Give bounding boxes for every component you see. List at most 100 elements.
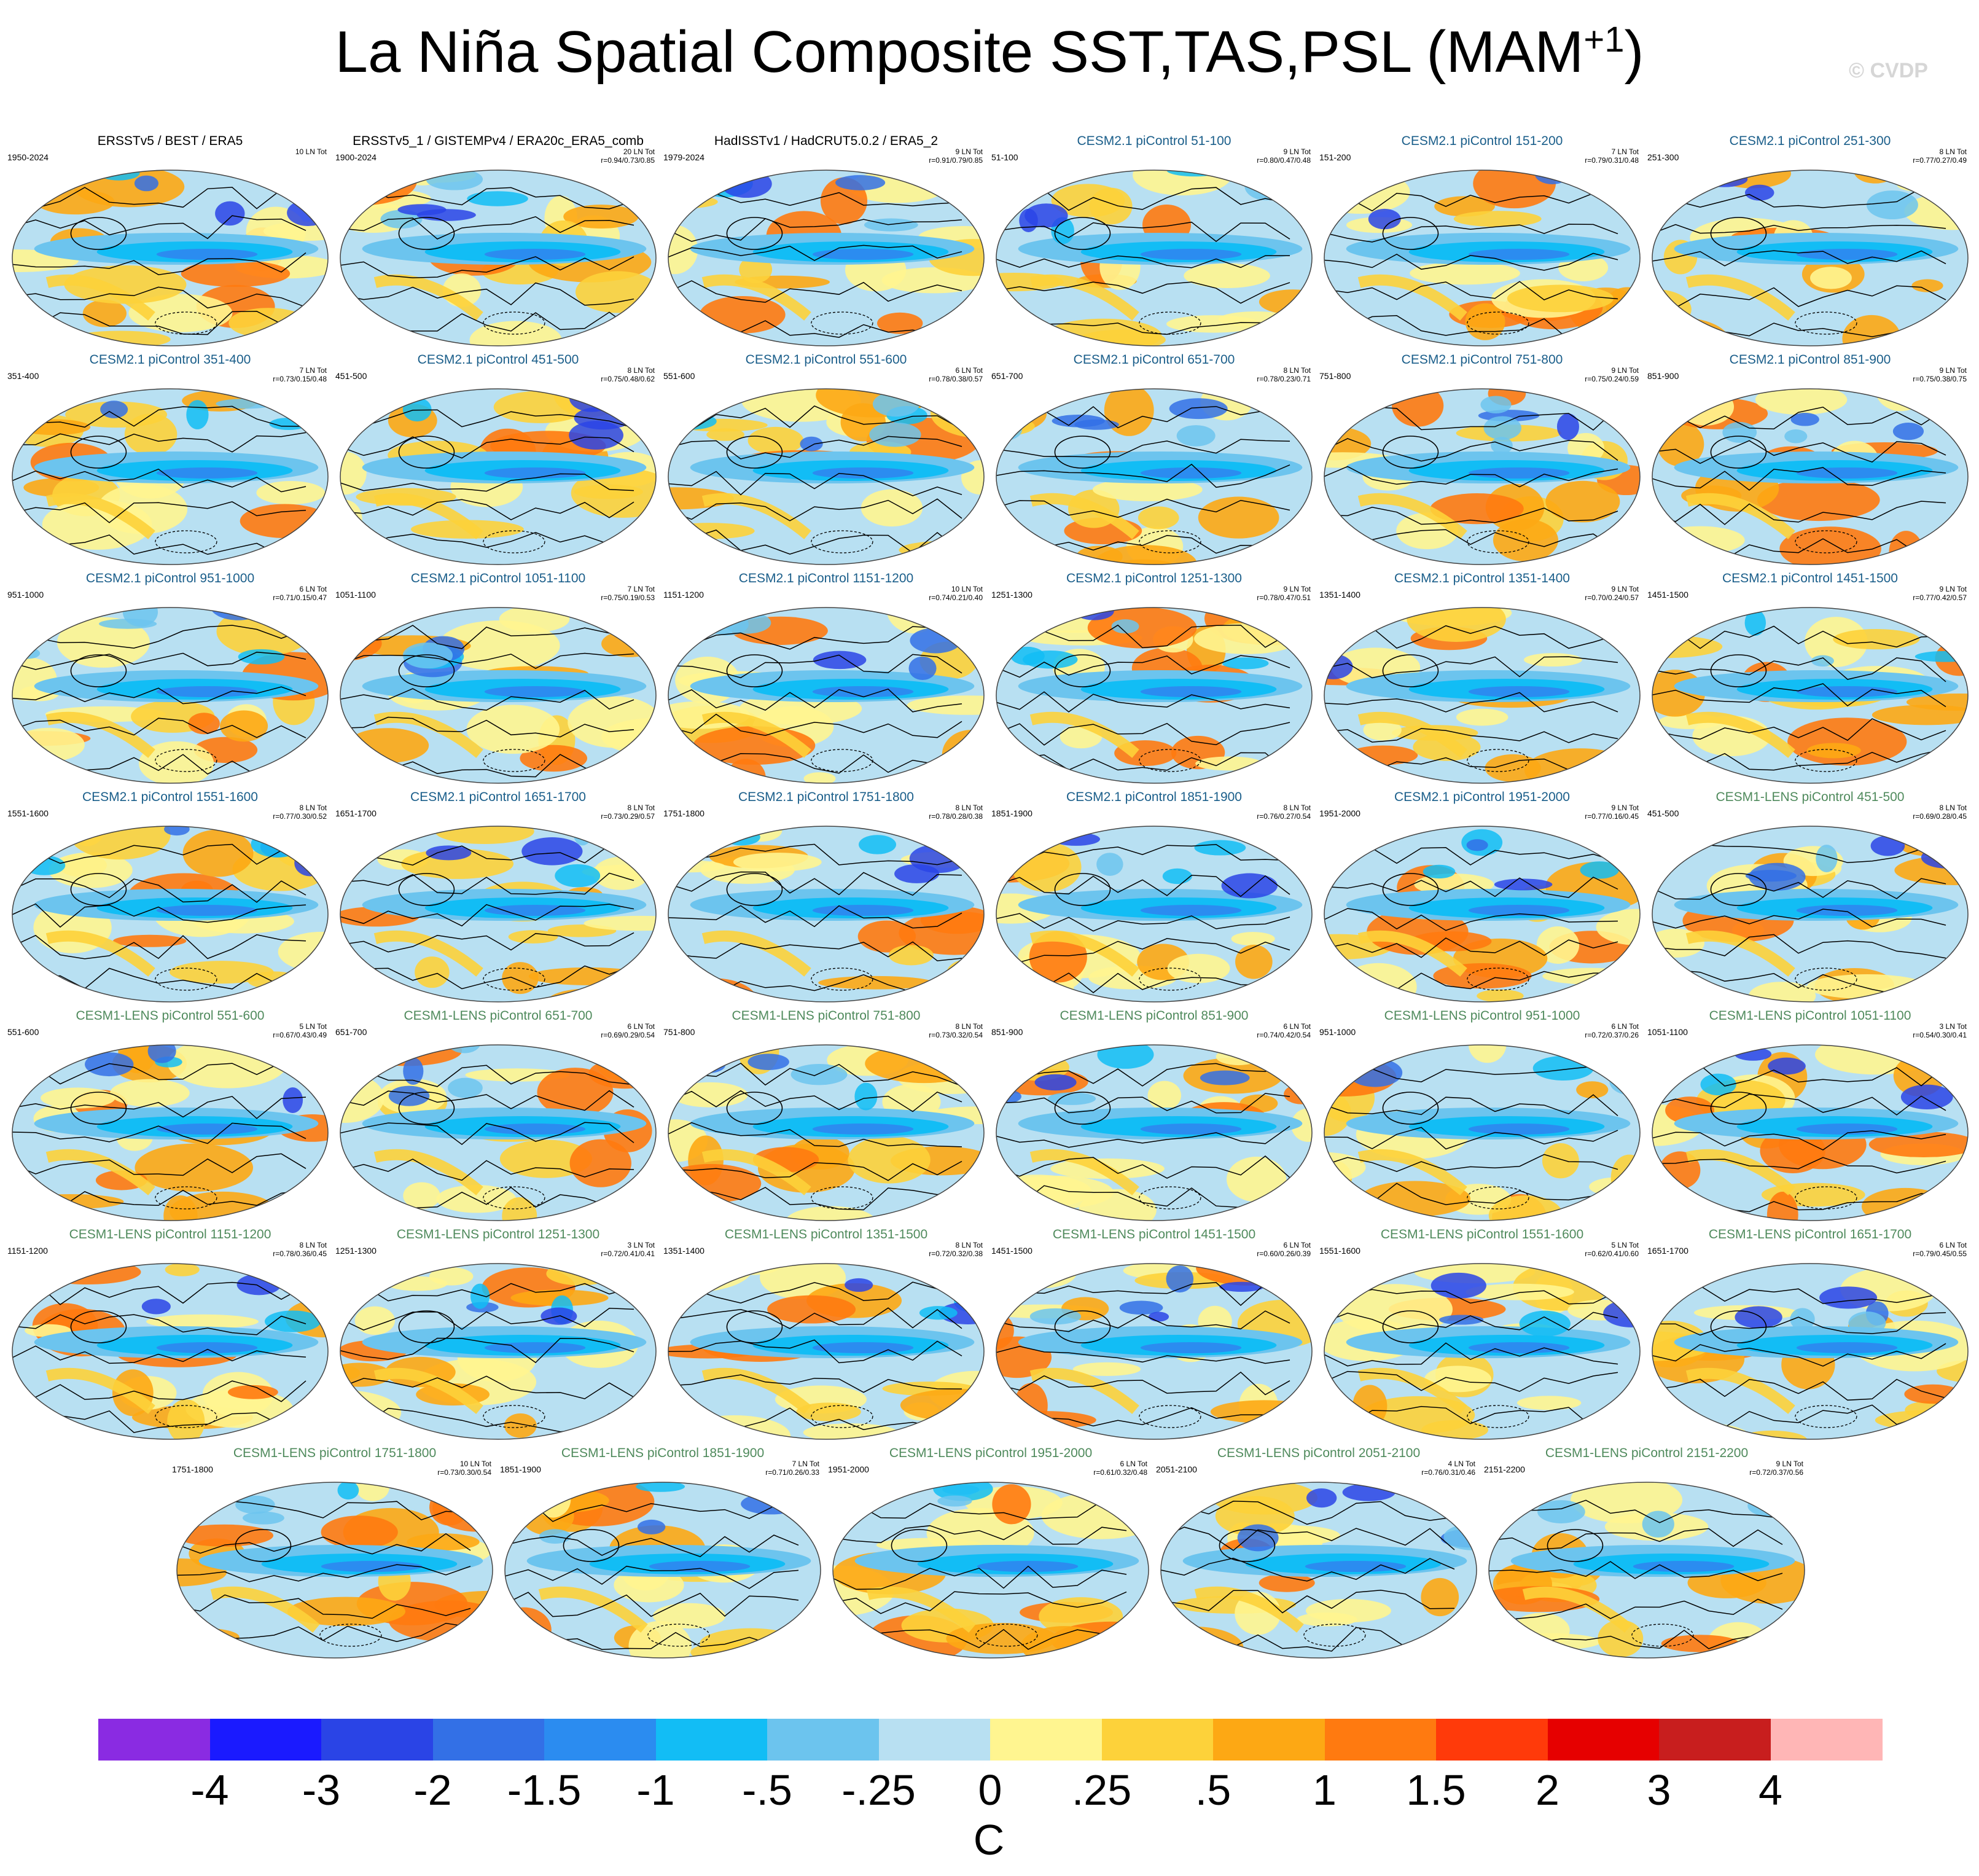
map-panel: CESM1-LENS piControl 551-600 551-600 5 LN … [7, 1009, 333, 1225]
cool-anomaly [85, 1052, 134, 1077]
warm-anomaly [1215, 1496, 1295, 1536]
psl-contour [1324, 1342, 1618, 1367]
cool-anomaly [1346, 1264, 1393, 1273]
psl-contour-closed [398, 436, 455, 469]
psl-contour [12, 286, 306, 309]
warm-anomaly [170, 1191, 276, 1221]
psl-contour [177, 1533, 471, 1555]
la-nina-cold-tongue [321, 1561, 423, 1572]
warm-anomaly [1216, 1048, 1261, 1066]
psl-contour [1652, 501, 1946, 525]
panel-count-label: 5 LN Tot [299, 1022, 327, 1031]
warm-anomaly [601, 630, 656, 657]
panel-count-label: 6 LN Tot [627, 1022, 655, 1031]
composite-map [1324, 826, 1641, 1002]
warm-anomaly [1507, 284, 1614, 313]
psl-contour [12, 1061, 306, 1085]
colorbar-segment [432, 1719, 545, 1761]
la-nina-cold-tongue [1796, 249, 1898, 260]
spcz-warm-band [45, 930, 155, 977]
map-outline [832, 1482, 1149, 1659]
map-panel: CESM2.1 piControl 1351-1400 1351-1400 9 LN… [1319, 571, 1645, 788]
psl-contour [668, 871, 962, 896]
psl-contour-closed [1219, 1529, 1276, 1562]
cool-anomaly [619, 1267, 651, 1285]
cool-anomaly [1324, 184, 1345, 205]
psl-contour-dashed [975, 1624, 1038, 1647]
map-panel: CESM2.1 piControl 851-900 851-900 9 LN Tot… [1647, 353, 1973, 569]
psl-contour [505, 1534, 799, 1557]
composite-map [996, 1044, 1313, 1221]
psl-contour [996, 221, 1290, 242]
psl-contour [1324, 877, 1618, 898]
warm-anomaly [1570, 389, 1640, 403]
panel-years: 1351-1400 [1319, 590, 1360, 600]
cool-anomaly [186, 400, 209, 429]
panel-title: CESM1-LENS piControl 1551-1600 [1380, 1227, 1584, 1241]
composite-map [12, 170, 329, 346]
la-nina-cold-tongue [1796, 686, 1898, 697]
panel-count-label: 6 LN Tot [1283, 1241, 1311, 1249]
warm-anomaly [1336, 336, 1408, 346]
panel-title: CESM2.1 piControl 1851-1900 [1066, 790, 1242, 804]
warm-anomaly [1324, 752, 1370, 783]
panel-pattern-correlation: r=0.75/0.48/0.62 [601, 375, 655, 383]
panel-count-label: 8 LN Tot [1283, 366, 1311, 375]
warm-anomaly [346, 728, 429, 763]
psl-contour-closed [891, 1529, 948, 1562]
panel-event-count: 4 LN Tot r=0.76/0.31/0.46 [1421, 1460, 1475, 1477]
cool-anomaly [1335, 178, 1372, 201]
panel-title: CESM1-LENS piControl 1351-1500 [724, 1227, 928, 1241]
psl-contour [668, 436, 962, 459]
warm-anomaly [1678, 389, 1735, 426]
panel-event-count: 8 LN Tot r=0.78/0.28/0.38 [929, 803, 983, 821]
la-nina-cold-tongue [812, 1342, 914, 1353]
cool-anomaly [426, 170, 483, 190]
panel-title: CESM1-LENS piControl 751-800 [732, 1009, 921, 1023]
panel-years: 1451-1500 [1647, 590, 1688, 600]
panel-years: 1951-2000 [828, 1464, 869, 1474]
psl-contour-dashed [1795, 967, 1857, 991]
cool-anomaly [1328, 174, 1364, 195]
warm-anomaly [415, 956, 450, 988]
cool-anomaly [1784, 429, 1808, 444]
panel-event-count: 7 LN Tot r=0.79/0.31/0.48 [1585, 147, 1639, 165]
warm-anomaly [652, 1603, 726, 1629]
warm-anomaly [502, 962, 539, 995]
psl-contour-dashed [155, 749, 217, 772]
cool-anomaly [668, 413, 717, 430]
spcz-warm-band [1357, 493, 1467, 539]
psl-contour [1652, 878, 1946, 900]
warm-anomaly [1072, 1362, 1141, 1377]
psl-contour-closed [398, 873, 455, 906]
cool-anomaly [1937, 170, 1968, 177]
la-nina-cold-tongue [1468, 249, 1570, 260]
panel-event-count: 6 LN Tot r=0.79/0.45/0.55 [1913, 1241, 1967, 1258]
colorbar-segment [655, 1719, 768, 1761]
cool-anomaly [1306, 1488, 1337, 1508]
spcz-warm-band [373, 274, 483, 321]
panel-years: 2051-2100 [1156, 1464, 1197, 1474]
la-nina-cold-tongue [1140, 1124, 1242, 1135]
la-nina-cold-tongue [1796, 467, 1898, 479]
panel-years: 951-1000 [1319, 1027, 1356, 1037]
cool-anomaly [1466, 839, 1488, 851]
cool-anomaly [1221, 873, 1278, 899]
cool-anomaly [859, 835, 897, 854]
map-outline [1488, 1482, 1805, 1659]
composite-map [1160, 1482, 1477, 1659]
warm-anomaly [499, 1139, 593, 1178]
psl-contour [1652, 440, 1946, 464]
cool-anomaly [637, 1519, 666, 1534]
map-outline [1652, 826, 1969, 1002]
cool-anomaly [1597, 1050, 1640, 1080]
colorbar-segment [1659, 1719, 1771, 1761]
panel-title: ERSSTv5_1 / GISTEMPv4 / ERA20c_ERA5_comb [353, 134, 644, 148]
psl-contour [1161, 1557, 1455, 1582]
map-panel: ERSSTv5 / BEST / ERA5 1950-2024 10 LN Tot [7, 134, 333, 350]
psl-contour-closed [726, 217, 783, 250]
la-nina-cold-tongue [812, 905, 914, 916]
warm-anomaly [1728, 340, 1761, 346]
warm-anomaly [593, 856, 649, 890]
panel-years: 751-800 [1319, 371, 1351, 381]
